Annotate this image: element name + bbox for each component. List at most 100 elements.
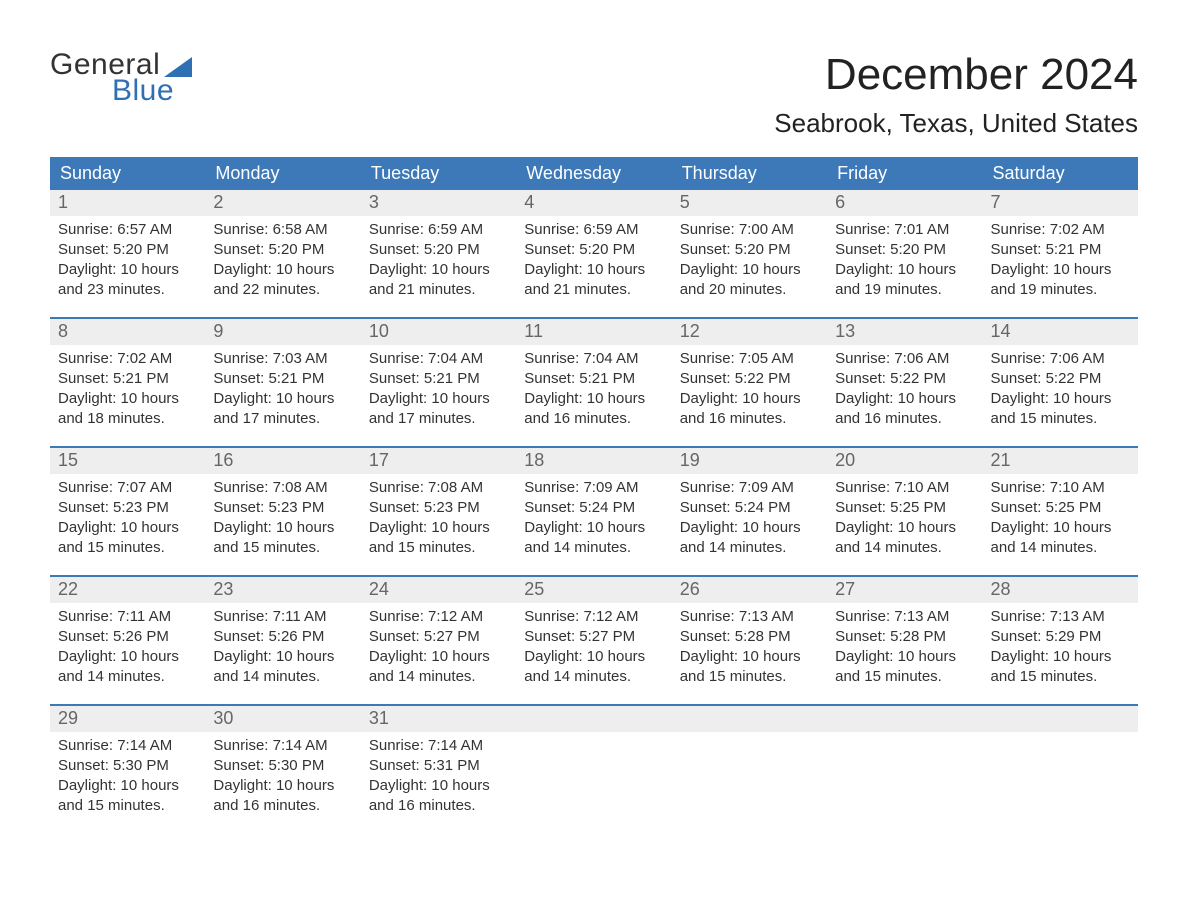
- day-data: Sunrise: 7:14 AMSunset: 5:30 PMDaylight:…: [205, 732, 360, 827]
- day-number: 21: [983, 448, 1138, 474]
- day-cell: 25Sunrise: 7:12 AMSunset: 5:27 PMDayligh…: [516, 577, 671, 705]
- sunset-text: Sunset: 5:20 PM: [680, 240, 819, 260]
- day-header: Friday: [827, 157, 982, 190]
- sunrise-text: Sunrise: 7:14 AM: [369, 736, 508, 756]
- day-cell: 15Sunrise: 7:07 AMSunset: 5:23 PMDayligh…: [50, 448, 205, 576]
- day-data: Sunrise: 7:06 AMSunset: 5:22 PMDaylight:…: [827, 345, 982, 440]
- titles: December 2024 Seabrook, Texas, United St…: [774, 50, 1138, 139]
- day1-text: Daylight: 10 hours: [835, 518, 974, 538]
- day1-text: Daylight: 10 hours: [991, 389, 1130, 409]
- day-number: 4: [516, 190, 671, 216]
- sunset-text: Sunset: 5:21 PM: [58, 369, 197, 389]
- day2-text: and 15 minutes.: [835, 667, 974, 687]
- day-number: 12: [672, 319, 827, 345]
- header: General Blue December 2024 Seabrook, Tex…: [50, 50, 1138, 139]
- sunrise-text: Sunrise: 7:04 AM: [524, 349, 663, 369]
- sunset-text: Sunset: 5:28 PM: [680, 627, 819, 647]
- day-cell: 23Sunrise: 7:11 AMSunset: 5:26 PMDayligh…: [205, 577, 360, 705]
- day-data: Sunrise: 6:58 AMSunset: 5:20 PMDaylight:…: [205, 216, 360, 311]
- day1-text: Daylight: 10 hours: [369, 647, 508, 667]
- day-data: Sunrise: 7:02 AMSunset: 5:21 PMDaylight:…: [50, 345, 205, 440]
- day-cell: 13Sunrise: 7:06 AMSunset: 5:22 PMDayligh…: [827, 319, 982, 447]
- day-number: 16: [205, 448, 360, 474]
- day1-text: Daylight: 10 hours: [213, 260, 352, 280]
- day2-text: and 22 minutes.: [213, 280, 352, 300]
- day-cell: 24Sunrise: 7:12 AMSunset: 5:27 PMDayligh…: [361, 577, 516, 705]
- week-row: 1Sunrise: 6:57 AMSunset: 5:20 PMDaylight…: [50, 190, 1138, 318]
- day2-text: and 17 minutes.: [369, 409, 508, 429]
- sunset-text: Sunset: 5:22 PM: [991, 369, 1130, 389]
- day2-text: and 15 minutes.: [213, 538, 352, 558]
- day1-text: Daylight: 10 hours: [213, 518, 352, 538]
- sunrise-text: Sunrise: 7:08 AM: [213, 478, 352, 498]
- sunrise-text: Sunrise: 7:07 AM: [58, 478, 197, 498]
- day-cell: 26Sunrise: 7:13 AMSunset: 5:28 PMDayligh…: [672, 577, 827, 705]
- day1-text: Daylight: 10 hours: [991, 260, 1130, 280]
- sunrise-text: Sunrise: 7:09 AM: [680, 478, 819, 498]
- day1-text: Daylight: 10 hours: [991, 647, 1130, 667]
- day-number: 15: [50, 448, 205, 474]
- day2-text: and 15 minutes.: [991, 667, 1130, 687]
- day-data: Sunrise: 7:11 AMSunset: 5:26 PMDaylight:…: [50, 603, 205, 698]
- day1-text: Daylight: 10 hours: [835, 647, 974, 667]
- day2-text: and 20 minutes.: [680, 280, 819, 300]
- day-number: 27: [827, 577, 982, 603]
- day-number: 24: [361, 577, 516, 603]
- week-row: 22Sunrise: 7:11 AMSunset: 5:26 PMDayligh…: [50, 577, 1138, 705]
- sunset-text: Sunset: 5:30 PM: [58, 756, 197, 776]
- day-data: Sunrise: 7:13 AMSunset: 5:29 PMDaylight:…: [983, 603, 1138, 698]
- day-number: 1: [50, 190, 205, 216]
- sunrise-text: Sunrise: 7:02 AM: [58, 349, 197, 369]
- sunset-text: Sunset: 5:20 PM: [369, 240, 508, 260]
- day2-text: and 16 minutes.: [524, 409, 663, 429]
- day-data: Sunrise: 7:14 AMSunset: 5:30 PMDaylight:…: [50, 732, 205, 827]
- day-cell: [983, 706, 1138, 834]
- sunrise-text: Sunrise: 7:06 AM: [991, 349, 1130, 369]
- week-row: 15Sunrise: 7:07 AMSunset: 5:23 PMDayligh…: [50, 448, 1138, 576]
- sunset-text: Sunset: 5:30 PM: [213, 756, 352, 776]
- day-data: Sunrise: 7:04 AMSunset: 5:21 PMDaylight:…: [361, 345, 516, 440]
- day1-text: Daylight: 10 hours: [680, 260, 819, 280]
- day-data: Sunrise: 7:00 AMSunset: 5:20 PMDaylight:…: [672, 216, 827, 311]
- sunset-text: Sunset: 5:27 PM: [524, 627, 663, 647]
- day-cell: [672, 706, 827, 834]
- sunrise-text: Sunrise: 7:10 AM: [835, 478, 974, 498]
- day-number-empty: [983, 706, 1138, 732]
- day-data: Sunrise: 7:08 AMSunset: 5:23 PMDaylight:…: [361, 474, 516, 569]
- sunrise-text: Sunrise: 7:03 AM: [213, 349, 352, 369]
- day1-text: Daylight: 10 hours: [524, 518, 663, 538]
- day-cell: 3Sunrise: 6:59 AMSunset: 5:20 PMDaylight…: [361, 190, 516, 318]
- sunrise-text: Sunrise: 7:10 AM: [991, 478, 1130, 498]
- day-header: Thursday: [672, 157, 827, 190]
- day1-text: Daylight: 10 hours: [680, 389, 819, 409]
- day-data: Sunrise: 6:59 AMSunset: 5:20 PMDaylight:…: [516, 216, 671, 311]
- day-data: Sunrise: 7:08 AMSunset: 5:23 PMDaylight:…: [205, 474, 360, 569]
- sunset-text: Sunset: 5:27 PM: [369, 627, 508, 647]
- day-cell: 27Sunrise: 7:13 AMSunset: 5:28 PMDayligh…: [827, 577, 982, 705]
- day-number: 18: [516, 448, 671, 474]
- sunrise-text: Sunrise: 6:59 AM: [524, 220, 663, 240]
- day1-text: Daylight: 10 hours: [369, 260, 508, 280]
- day-number: 31: [361, 706, 516, 732]
- sunset-text: Sunset: 5:29 PM: [991, 627, 1130, 647]
- day2-text: and 19 minutes.: [991, 280, 1130, 300]
- sunset-text: Sunset: 5:23 PM: [369, 498, 508, 518]
- sunset-text: Sunset: 5:31 PM: [369, 756, 508, 776]
- day2-text: and 14 minutes.: [524, 538, 663, 558]
- day2-text: and 14 minutes.: [991, 538, 1130, 558]
- sunset-text: Sunset: 5:22 PM: [835, 369, 974, 389]
- day-header: Wednesday: [516, 157, 671, 190]
- day-data: Sunrise: 7:02 AMSunset: 5:21 PMDaylight:…: [983, 216, 1138, 311]
- sunset-text: Sunset: 5:23 PM: [213, 498, 352, 518]
- logo-word2: Blue: [112, 76, 192, 106]
- day2-text: and 14 minutes.: [213, 667, 352, 687]
- sunrise-text: Sunrise: 7:08 AM: [369, 478, 508, 498]
- day-number: 13: [827, 319, 982, 345]
- sunset-text: Sunset: 5:20 PM: [58, 240, 197, 260]
- day-header: Sunday: [50, 157, 205, 190]
- sunrise-text: Sunrise: 7:13 AM: [680, 607, 819, 627]
- day2-text: and 21 minutes.: [369, 280, 508, 300]
- day-number: 23: [205, 577, 360, 603]
- sunset-text: Sunset: 5:26 PM: [213, 627, 352, 647]
- day1-text: Daylight: 10 hours: [213, 776, 352, 796]
